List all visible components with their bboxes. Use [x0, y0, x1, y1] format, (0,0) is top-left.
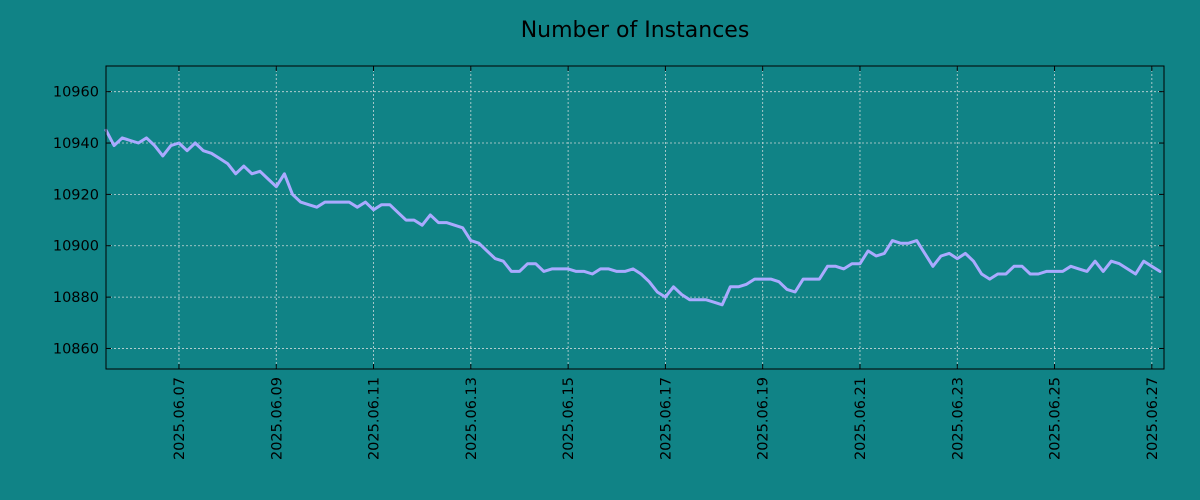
y-tick-label: 10940	[53, 136, 99, 152]
y-tick-label: 10880	[53, 290, 99, 306]
y-tick-label: 10960	[53, 85, 99, 101]
series-line	[104, 128, 1162, 307]
x-tick-label: 2025.06.07	[172, 377, 188, 460]
plot-frame	[105, 65, 1165, 370]
y-axis: 10860 10880 10900 10920 10940 10960	[53, 85, 1164, 357]
x-tick-label: 2025.06.27	[1145, 377, 1161, 460]
chart-title: Number of Instances	[521, 18, 750, 43]
x-tick-label: 2025.06.17	[658, 377, 674, 460]
y-tick-label: 10900	[53, 239, 99, 255]
x-tick-label: 2025.06.21	[853, 377, 869, 460]
x-tick-label: 2025.06.25	[1048, 377, 1064, 460]
x-tick-label: 2025.06.15	[561, 377, 577, 460]
series-group	[104, 128, 1162, 307]
x-tick-label: 2025.06.19	[756, 377, 772, 460]
x-tick-label: 2025.06.11	[367, 377, 383, 460]
grid	[106, 66, 1164, 369]
y-tick-label: 10860	[53, 341, 99, 357]
x-tick-label: 2025.06.09	[269, 377, 285, 460]
x-tick-label: 2025.06.13	[464, 377, 480, 460]
x-tick-label: 2025.06.23	[950, 377, 966, 460]
y-tick-label: 10920	[53, 187, 99, 203]
x-axis: 2025.06.07 2025.06.09 2025.06.11 2025.06.13…	[172, 66, 1161, 460]
